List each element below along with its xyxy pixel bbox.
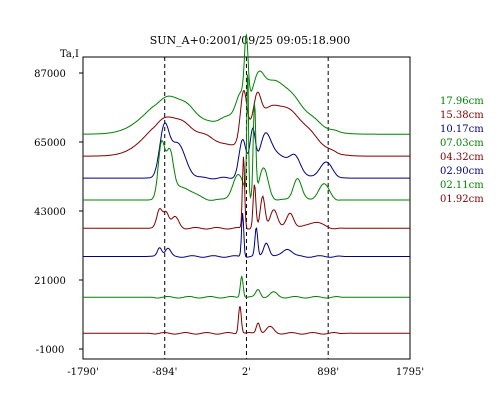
legend-entry-4: 04.32cm xyxy=(440,152,484,163)
legend-entry-1: 15.38cm xyxy=(440,110,484,121)
legend-entry-5: 02.90cm xyxy=(440,166,484,177)
y-ticks: -1000 21000 43000 65000 87000 xyxy=(34,69,83,356)
legend-entry-0: 17.96cm xyxy=(440,96,484,107)
y-tick-label-3: 65000 xyxy=(34,138,66,149)
x-tick-label-2: 2' xyxy=(242,367,251,378)
legend-entry-7: 01.92cm xyxy=(440,194,484,205)
series-line-7 xyxy=(83,306,410,335)
series-line-0 xyxy=(83,33,410,135)
chart-title: SUN_A+0:2001/09/25 09:05:18.900 xyxy=(150,34,351,47)
series-line-6 xyxy=(83,276,410,299)
legend: 17.96cm 15.38cm 10.17cm 07.03cm 04.32cm 02.90… xyxy=(440,96,484,205)
x-ticks: -1790' -894' 2' 898' 1795' xyxy=(67,367,424,378)
y-tick-label-2: 43000 xyxy=(34,207,66,218)
y-tick-label-0: -1000 xyxy=(36,345,65,356)
series-line-4 xyxy=(83,156,410,230)
legend-entry-6: 02.11cm xyxy=(440,180,484,191)
x-tick-label-4: 1795' xyxy=(396,367,424,378)
series-line-3 xyxy=(83,74,410,201)
series-group xyxy=(83,33,410,335)
legend-entry-3: 07.03cm xyxy=(440,138,484,149)
legend-entry-2: 10.17cm xyxy=(440,124,484,135)
series-line-5 xyxy=(83,213,410,258)
y-tick-label-4: 87000 xyxy=(34,69,66,80)
y-tick-label-1: 21000 xyxy=(34,276,66,287)
x-tick-label-3: 898' xyxy=(317,367,339,378)
x-tick-label-0: -1790' xyxy=(67,367,99,378)
x-tick-label-1: -894' xyxy=(152,367,177,378)
y-axis-label: Ta,I xyxy=(60,49,79,60)
